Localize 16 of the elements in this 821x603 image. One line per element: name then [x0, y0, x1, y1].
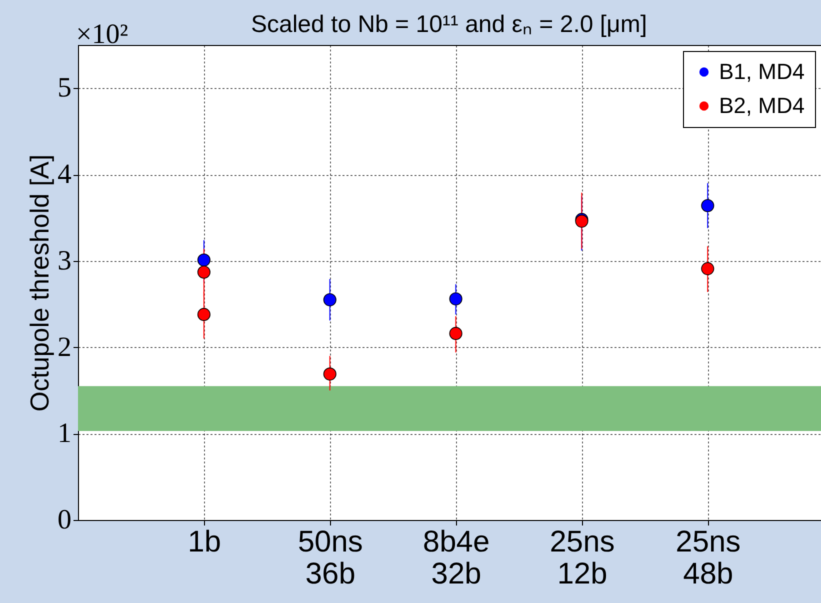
- x-tick-label: 25ns 48b: [676, 526, 741, 590]
- y-tick-label: 3: [58, 245, 72, 276]
- y-tick-label: 0: [58, 504, 72, 536]
- legend-label: B2, MD4: [719, 93, 805, 118]
- y-tick-label: 4: [58, 159, 72, 190]
- x-tick-label: 25ns 12b: [550, 526, 615, 590]
- x-tick-label: 1b: [188, 526, 222, 558]
- y-axis-title: Octupole threshold [A]: [24, 154, 54, 412]
- x-tick-label: 50ns 36b: [298, 526, 363, 590]
- y-tick-label: 5: [58, 72, 72, 104]
- y-tick-label: 1: [58, 418, 72, 450]
- x-tick-label: 8b4e 32b: [422, 526, 490, 590]
- chart-title: Scaled to Nb = 10¹¹ and εₙ = 2.0 [μm]: [250, 11, 648, 38]
- y-tick-label: 2: [58, 332, 72, 363]
- annotation: ×10²: [76, 19, 128, 50]
- legend-label: B1, MD4: [719, 59, 805, 84]
